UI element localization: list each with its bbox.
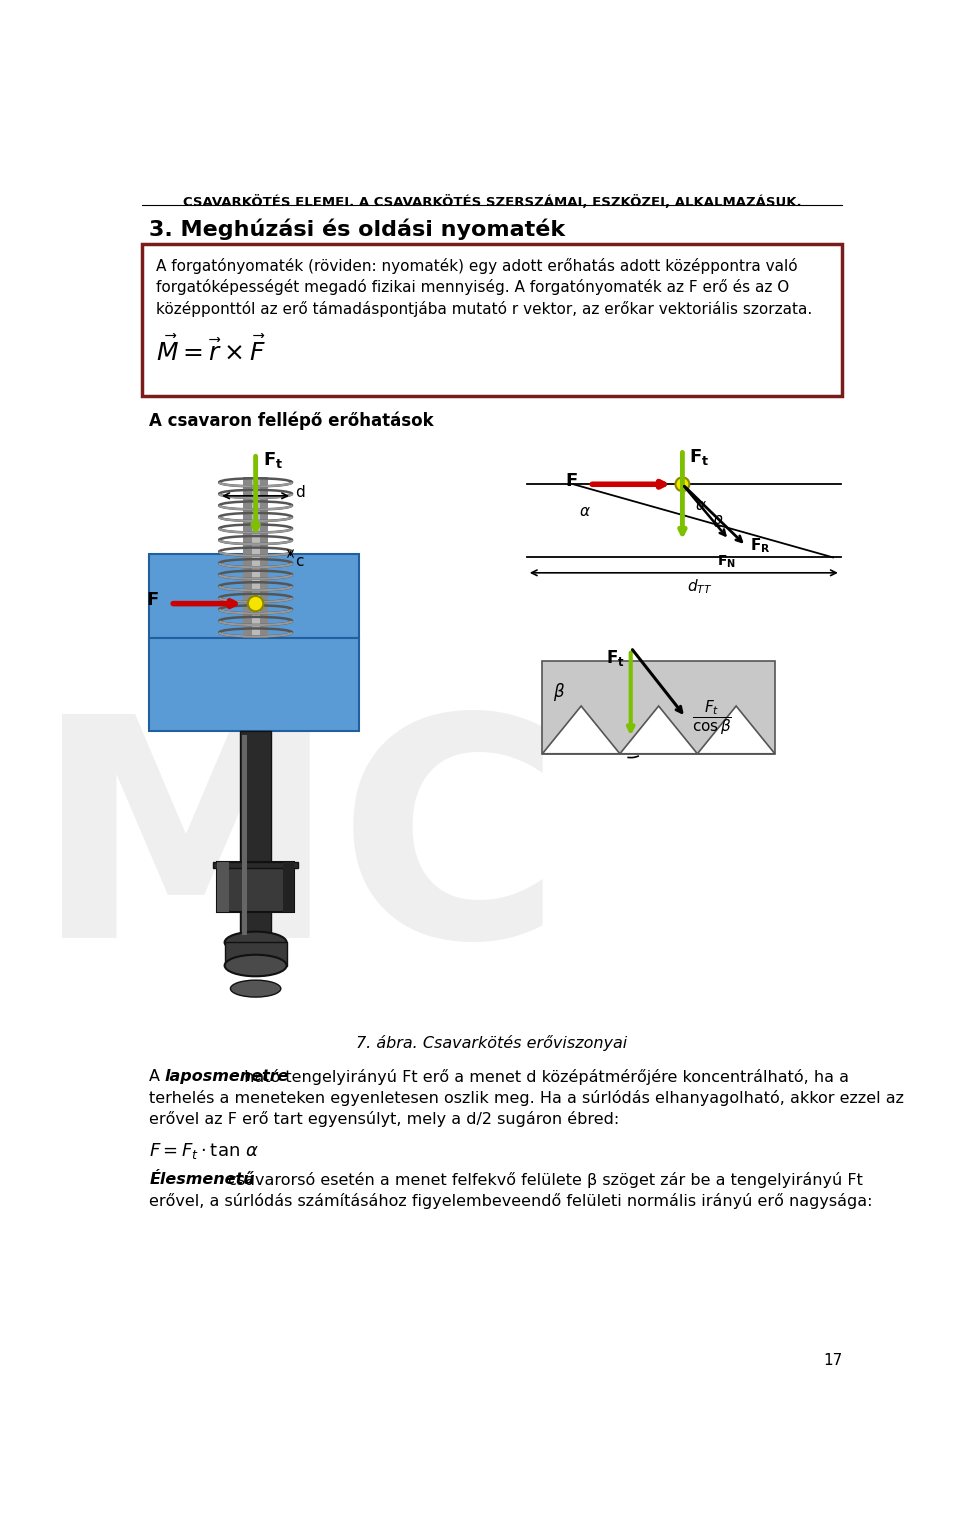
Text: erővel, a súrlódás számításához figyelembeveendő felületi normális irányú erő na: erővel, a súrlódás számításához figyelem… <box>150 1193 873 1208</box>
Text: $\varrho$: $\varrho$ <box>712 514 724 529</box>
Text: $\vec{M} = \vec{r} \times \vec{F}$: $\vec{M} = \vec{r} \times \vec{F}$ <box>156 336 266 366</box>
Polygon shape <box>620 707 697 754</box>
FancyBboxPatch shape <box>243 477 268 638</box>
Text: A csavaron fellépő erőhatások: A csavaron fellépő erőhatások <box>150 411 434 429</box>
Text: 3. Meghúzási és oldási nyomaték: 3. Meghúzási és oldási nyomaték <box>150 219 565 241</box>
Text: CSAVARKÖTÉS ELEMEI. A CSAVARKÖTÉS SZERSZÁMAI, ESZKÖZEI, ALKALMAZÁSUK.: CSAVARKÖTÉS ELEMEI. A CSAVARKÖTÉS SZERSZ… <box>182 195 802 208</box>
FancyBboxPatch shape <box>243 734 247 935</box>
FancyBboxPatch shape <box>225 943 287 966</box>
Ellipse shape <box>230 980 281 996</box>
Text: középponttól az erő támadáspontjába mutató r vektor, az erőkar vektoriális szorz: középponttól az erő támadáspontjába muta… <box>156 300 812 317</box>
Text: A forgatónyomaték (röviden: nyomaték) egy adott erőhatás adott középpontra való: A forgatónyomaték (röviden: nyomaték) eg… <box>156 258 797 274</box>
Text: $\mathbf{F_t}$: $\mathbf{F_t}$ <box>688 448 708 468</box>
Text: c: c <box>295 553 303 569</box>
Text: MC: MC <box>35 705 563 1003</box>
Text: $\dfrac{F_t}{\cos\beta}$: $\dfrac{F_t}{\cos\beta}$ <box>692 698 732 736</box>
Text: $\mathbf{F}$: $\mathbf{F}$ <box>146 590 158 609</box>
Text: $\alpha$: $\alpha$ <box>579 504 591 518</box>
Text: $\alpha$: $\alpha$ <box>695 498 707 514</box>
Text: $F = F_t \cdot \tan\,\alpha$: $F = F_t \cdot \tan\,\alpha$ <box>150 1141 259 1160</box>
FancyBboxPatch shape <box>542 661 775 754</box>
Polygon shape <box>542 707 620 754</box>
FancyBboxPatch shape <box>213 862 299 868</box>
FancyBboxPatch shape <box>252 477 259 638</box>
Text: d: d <box>295 486 305 500</box>
FancyBboxPatch shape <box>240 731 271 935</box>
Circle shape <box>248 596 263 612</box>
FancyBboxPatch shape <box>142 244 842 396</box>
Polygon shape <box>697 707 775 754</box>
Text: erővel az F erő tart egyensúlyt, mely a d/2 sugáron ébred:: erővel az F erő tart egyensúlyt, mely a … <box>150 1111 620 1127</box>
Text: $\mathbf{F_N}$: $\mathbf{F_N}$ <box>717 553 736 570</box>
Ellipse shape <box>225 955 287 977</box>
Text: $\mathbf{F_t}$: $\mathbf{F_t}$ <box>606 648 625 668</box>
Text: 7. ábra. Csavarkötés erőviszonyai: 7. ábra. Csavarkötés erőviszonyai <box>356 1035 628 1050</box>
FancyBboxPatch shape <box>150 638 359 731</box>
Text: Élesmenetű: Élesmenetű <box>150 1171 255 1187</box>
Text: $d_{TT}$: $d_{TT}$ <box>686 578 712 596</box>
Text: laposmenetre: laposmenetre <box>165 1070 289 1084</box>
Text: csavarorsó esetén a menet felfekvő felülete β szöget zár be a tengelyirányú Ft: csavarorsó esetén a menet felfekvő felül… <box>223 1171 863 1188</box>
Text: forgatóképességét megadó fizikai mennyiség. A forgatónyomaték az F erő és az O: forgatóképességét megadó fizikai mennyis… <box>156 279 789 296</box>
FancyBboxPatch shape <box>217 862 295 912</box>
FancyBboxPatch shape <box>150 553 359 638</box>
Text: terhelés a meneteken egyenletesen oszlik meg. Ha a súrlódás elhanyagolható, akko: terhelés a meneteken egyenletesen oszlik… <box>150 1090 904 1107</box>
Text: $\beta$: $\beta$ <box>553 681 565 704</box>
Text: A: A <box>150 1070 165 1084</box>
Circle shape <box>676 477 689 491</box>
Text: $\mathbf{F_t}$: $\mathbf{F_t}$ <box>263 449 283 469</box>
FancyBboxPatch shape <box>217 862 228 912</box>
Text: 17: 17 <box>823 1352 842 1367</box>
FancyBboxPatch shape <box>283 862 295 912</box>
Ellipse shape <box>225 932 287 954</box>
Text: $\mathbf{F_R}$: $\mathbf{F_R}$ <box>750 537 771 555</box>
Text: ható tengelyirányú Ft erő a menet d középátmérőjére koncentrálható, ha a: ható tengelyirányú Ft erő a menet d közé… <box>239 1070 849 1085</box>
Text: $\mathbf{F}$: $\mathbf{F}$ <box>565 472 578 491</box>
